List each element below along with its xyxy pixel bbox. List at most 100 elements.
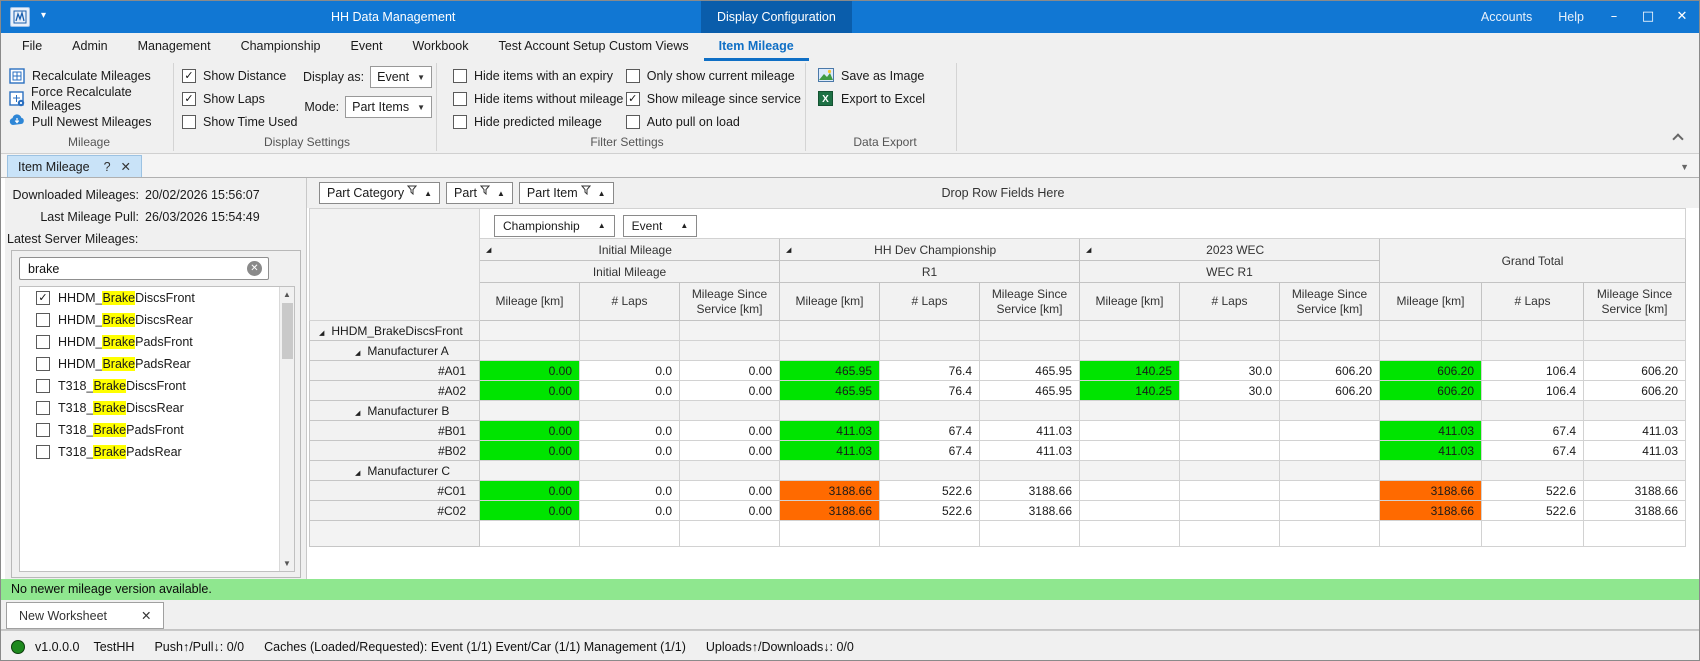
checkbox-show-laps[interactable]: ✓ Show Laps <box>182 87 299 110</box>
collapse-ribbon-button[interactable] <box>1671 131 1685 145</box>
force-recalculate-mileages-button[interactable]: Force Recalculate Mileages <box>9 85 169 113</box>
data-cell[interactable]: 67.4 <box>879 420 980 441</box>
filter-icon[interactable] <box>479 185 490 195</box>
scrollbar-thumb[interactable] <box>282 303 293 359</box>
data-cell[interactable]: 606.20 <box>1379 380 1482 401</box>
menu-item-championship[interactable]: Championship <box>240 39 321 53</box>
data-cell[interactable]: 606.20 <box>1583 380 1686 401</box>
checkbox-box[interactable] <box>453 91 467 106</box>
menu-item-file[interactable]: File <box>22 39 43 53</box>
menu-item-item-mileage[interactable]: Item Mileage <box>703 33 809 61</box>
data-cell[interactable] <box>979 400 1080 421</box>
data-cell[interactable] <box>1583 340 1686 361</box>
data-cell[interactable]: 606.20 <box>1279 380 1380 401</box>
data-cell[interactable] <box>1583 460 1686 481</box>
list-item-hhdm-brakediscsfront[interactable]: ✓ HHDM_BrakeDiscsFront <box>20 287 294 309</box>
row-header-hhdm-brakediscsfront[interactable]: ◢ HHDM_BrakeDiscsFront <box>309 320 480 341</box>
data-cell[interactable] <box>1079 500 1180 521</box>
data-cell[interactable] <box>979 460 1080 481</box>
filter-icon[interactable] <box>580 185 591 195</box>
data-cell[interactable] <box>1279 500 1380 521</box>
row-header-a01[interactable]: #A01 <box>309 360 480 381</box>
filter-icon[interactable] <box>407 185 418 195</box>
column-group-hh-dev-championship[interactable]: ◢ HH Dev Championship <box>779 238 1080 261</box>
column-subgroup[interactable]: WEC R1 <box>1079 260 1380 283</box>
data-cell[interactable]: 106.4 <box>1481 380 1584 401</box>
column-subgroup[interactable]: R1 <box>779 260 1080 283</box>
data-cell[interactable] <box>1079 440 1180 461</box>
scroll-up-icon[interactable]: ▲ <box>283 290 291 299</box>
data-cell[interactable] <box>879 340 980 361</box>
data-cell[interactable] <box>1279 400 1380 421</box>
data-cell[interactable]: 411.03 <box>779 440 880 461</box>
data-cell[interactable] <box>779 520 880 547</box>
data-cell[interactable] <box>1079 340 1180 361</box>
data-cell[interactable]: 0.00 <box>679 360 780 381</box>
data-cell[interactable] <box>1179 320 1280 341</box>
checkbox-show-time-used[interactable]: Show Time Used <box>182 110 299 133</box>
data-cell[interactable]: 411.03 <box>1379 420 1482 441</box>
data-cell[interactable] <box>1179 500 1280 521</box>
data-cell[interactable]: 0.0 <box>579 380 680 401</box>
pivot-field-championship[interactable]: Championship ▲ <box>494 214 615 237</box>
measure-header[interactable]: Mileage Since Service [km] <box>1279 282 1380 321</box>
data-cell[interactable]: 3188.66 <box>1583 480 1686 501</box>
row-header-b01[interactable]: #B01 <box>309 420 480 441</box>
data-cell[interactable] <box>1079 520 1180 547</box>
list-item-hhdm-brakepadsfront[interactable]: HHDM_BrakePadsFront <box>20 331 294 353</box>
list-item-t318-brakediscsrear[interactable]: T318_BrakeDiscsRear <box>20 397 294 419</box>
data-cell[interactable] <box>1079 460 1180 481</box>
measure-header[interactable]: Mileage [km] <box>779 282 880 321</box>
data-cell[interactable] <box>479 400 580 421</box>
data-cell[interactable]: 0.00 <box>679 500 780 521</box>
data-cell[interactable]: 3188.66 <box>1379 500 1482 521</box>
data-cell[interactable]: 140.25 <box>1079 360 1180 381</box>
menu-item-test-account-setup-custom-views[interactable]: Test Account Setup Custom Views <box>498 39 689 53</box>
data-cell[interactable] <box>1379 400 1482 421</box>
data-cell[interactable] <box>1179 520 1280 547</box>
close-button[interactable]: ✕ <box>1676 9 1688 24</box>
data-cell[interactable]: 0.00 <box>479 380 580 401</box>
data-cell[interactable]: 3188.66 <box>779 500 880 521</box>
data-cell[interactable] <box>1481 340 1584 361</box>
data-cell[interactable]: 522.6 <box>879 500 980 521</box>
column-group-grand-total[interactable]: Grand Total <box>1379 238 1686 283</box>
data-cell[interactable] <box>1583 400 1686 421</box>
checkbox-box[interactable]: ✓ <box>182 91 196 106</box>
measure-header[interactable]: # Laps <box>879 282 980 321</box>
data-cell[interactable]: 411.03 <box>1379 440 1482 461</box>
data-cell[interactable] <box>479 520 580 547</box>
data-cell[interactable] <box>879 320 980 341</box>
row-header-b02[interactable]: #B02 <box>309 440 480 461</box>
data-cell[interactable] <box>1279 440 1380 461</box>
data-cell[interactable]: 411.03 <box>1583 420 1686 441</box>
data-cell[interactable]: 76.4 <box>879 380 980 401</box>
checkbox-box[interactable] <box>36 313 50 327</box>
checkbox-box[interactable]: ✓ <box>36 291 50 305</box>
measure-header[interactable]: Mileage Since Service [km] <box>979 282 1080 321</box>
measure-header[interactable]: # Laps <box>1481 282 1584 321</box>
collapse-icon[interactable]: ◢ <box>786 246 792 254</box>
checkbox-show-mileage-since-service[interactable]: ✓ Show mileage since service <box>625 87 801 110</box>
export-to-excel-button[interactable]: X Export to Excel <box>818 87 925 110</box>
data-cell[interactable] <box>1481 320 1584 341</box>
data-cell[interactable]: 0.0 <box>579 440 680 461</box>
row-header-manufacturer-c[interactable]: ◢ Manufacturer C <box>309 460 480 481</box>
data-cell[interactable]: 0.00 <box>479 480 580 501</box>
data-cell[interactable]: 0.00 <box>679 440 780 461</box>
data-cell[interactable] <box>1379 520 1482 547</box>
data-cell[interactable] <box>979 320 1080 341</box>
data-cell[interactable] <box>479 320 580 341</box>
measure-header[interactable]: Mileage Since Service [km] <box>1583 282 1686 321</box>
data-cell[interactable] <box>579 340 680 361</box>
data-cell[interactable] <box>579 520 680 547</box>
row-header-a02[interactable]: #A02 <box>309 380 480 401</box>
data-cell[interactable] <box>1481 520 1584 547</box>
data-cell[interactable] <box>779 320 880 341</box>
data-cell[interactable]: 0.0 <box>579 500 680 521</box>
data-cell[interactable] <box>679 400 780 421</box>
data-cell[interactable]: 606.20 <box>1379 360 1482 381</box>
checkbox-box[interactable] <box>36 401 50 415</box>
checkbox-hide-items-without-mileage[interactable]: Hide items without mileage <box>453 87 626 110</box>
checkbox-hide-predicted-mileage[interactable]: Hide predicted mileage <box>453 110 626 133</box>
